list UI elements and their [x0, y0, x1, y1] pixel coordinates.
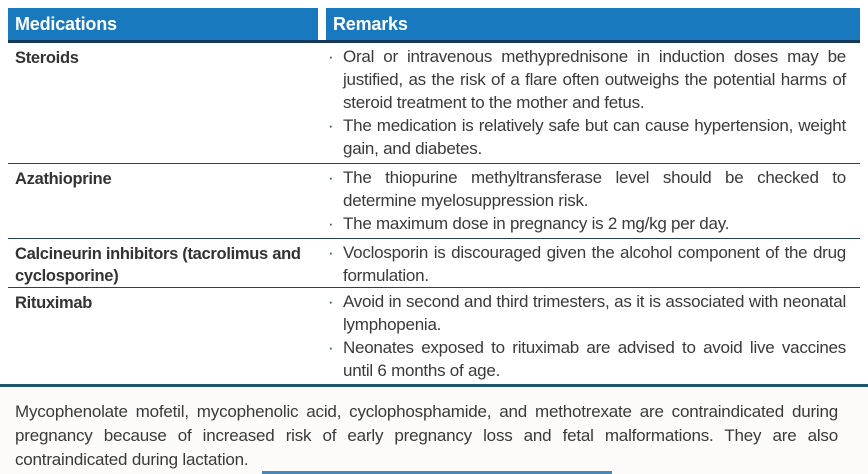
remark-item: · The medication is relatively safe but c… — [326, 114, 846, 160]
remark-item: · The thiopurine methyltransferase level … — [326, 166, 846, 212]
remark-item: · The maximum dose in pregnancy is 2 mg/k… — [326, 212, 846, 235]
bullet-icon: · — [328, 292, 334, 311]
table-row-azathioprine: Azathioprine · The thiopurine methyltrans… — [8, 164, 860, 239]
remark-text: Neonates exposed to rituximab are advise… — [343, 338, 846, 380]
remarks-list: · Oral or intravenous methyprednisone in … — [326, 45, 846, 160]
remarks-list: · Voclosporin is discouraged given the al… — [326, 241, 846, 287]
column-header-medications: Medications — [8, 8, 318, 40]
remark-text: The thiopurine methyltransferase level s… — [343, 168, 846, 210]
bullet-icon: · — [328, 338, 334, 357]
column-header-remarks: Remarks — [326, 8, 860, 40]
footnote-text: Mycophenolate mofetil, mycophenolic acid… — [15, 402, 838, 469]
table-row-rituximab: Rituximab · Avoid in second and third tri… — [8, 288, 860, 384]
remark-item: · Avoid in second and third trimesters, a… — [326, 290, 846, 336]
remarks-cell: · The thiopurine methyltransferase level … — [318, 164, 860, 238]
remark-text: Avoid in second and third trimesters, as… — [343, 292, 846, 334]
medication-cell: Azathioprine — [15, 170, 112, 188]
remarks-cell: · Voclosporin is discouraged given the al… — [318, 239, 860, 287]
remark-text: The medication is relatively safe but ca… — [343, 116, 846, 158]
cropped-bottom-rule — [262, 471, 612, 474]
bullet-icon: · — [328, 116, 334, 135]
remark-item: · Neonates exposed to rituximab are advis… — [326, 336, 846, 382]
remarks-cell: · Avoid in second and third trimesters, a… — [318, 288, 860, 384]
table-row-calcineurin-inhibitors: Calcineurin inhibitors (tacrolimus and c… — [8, 239, 860, 288]
remarks-list: · The thiopurine methyltransferase level … — [326, 166, 846, 235]
bullet-icon: · — [328, 47, 334, 66]
medication-cell: Rituximab — [15, 294, 93, 312]
remark-text: Voclosporin is discouraged given the alc… — [343, 243, 846, 285]
remark-item: · Oral or intravenous methyprednisone in … — [326, 45, 846, 114]
remark-item: · Voclosporin is discouraged given the al… — [326, 241, 846, 287]
medication-cell: Steroids — [15, 49, 79, 67]
remark-text: The maximum dose in pregnancy is 2 mg/kg… — [343, 214, 730, 233]
table-row-steroids: Steroids · Oral or intravenous methypredn… — [8, 43, 860, 164]
remarks-list: · Avoid in second and third trimesters, a… — [326, 290, 846, 382]
remarks-cell: · Oral or intravenous methyprednisone in … — [318, 43, 860, 163]
footnote: Mycophenolate mofetil, mycophenolic acid… — [0, 387, 868, 474]
medication-cell: Calcineurin inhibitors (tacrolimus and c… — [15, 245, 301, 285]
remark-text: Oral or intravenous methyprednisone in i… — [343, 47, 846, 112]
table-header-row: Medications Remarks — [8, 8, 860, 43]
footnote-divider — [0, 384, 868, 387]
bullet-icon: · — [328, 214, 334, 233]
bullet-icon: · — [328, 168, 334, 187]
bullet-icon: · — [328, 243, 334, 262]
